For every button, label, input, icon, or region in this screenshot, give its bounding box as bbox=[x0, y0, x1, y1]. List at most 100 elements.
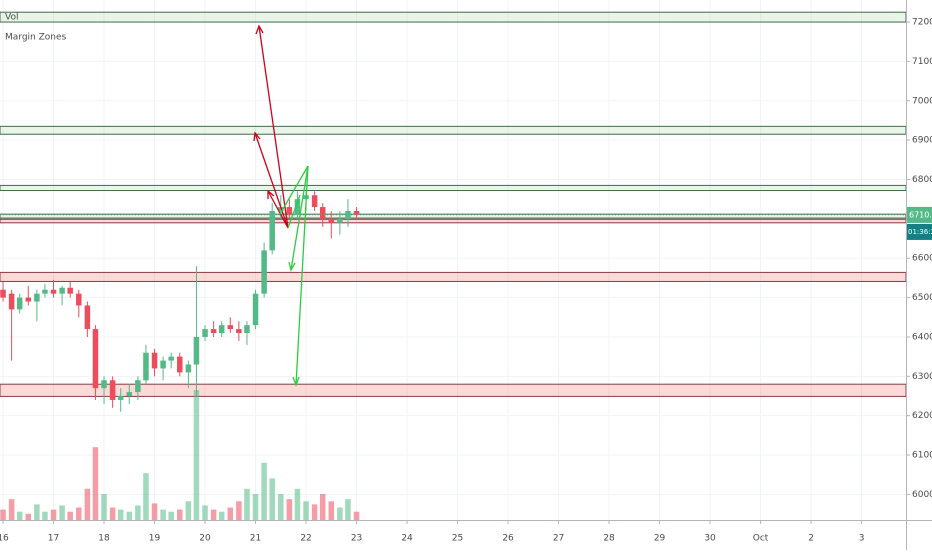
candle-body bbox=[311, 195, 318, 208]
y-tick-label: 7100.0 bbox=[912, 57, 932, 67]
x-tick-label: 18 bbox=[98, 534, 110, 544]
volume-bar bbox=[16, 511, 23, 520]
y-tick-label: 6400.0 bbox=[912, 332, 932, 342]
volume-bar bbox=[202, 505, 208, 520]
candle-body bbox=[218, 325, 225, 334]
volume-bar bbox=[193, 390, 200, 520]
arrow bbox=[287, 194, 301, 229]
margin-zone bbox=[0, 125, 907, 135]
volume-bar bbox=[218, 511, 225, 520]
margin-zone bbox=[0, 184, 907, 192]
countdown-label: 01:36:24 bbox=[908, 228, 932, 236]
x-tick-label: 16 bbox=[0, 534, 9, 544]
x-tick-label: 25 bbox=[452, 534, 463, 544]
x-tick-label: 22 bbox=[300, 534, 311, 544]
candle-body bbox=[76, 293, 82, 306]
candle-body bbox=[328, 218, 335, 223]
x-tick-label: 2 bbox=[808, 534, 814, 544]
x-tick-label: 20 bbox=[199, 534, 211, 544]
volume-bar bbox=[135, 505, 141, 520]
candle-body bbox=[160, 360, 166, 369]
volume-bar bbox=[8, 499, 15, 520]
candle-body bbox=[143, 352, 149, 381]
candle-body bbox=[345, 210, 351, 219]
x-tick-label: 23 bbox=[351, 534, 362, 544]
candle-body bbox=[42, 289, 48, 294]
candle-body bbox=[185, 364, 192, 373]
candle-body bbox=[261, 250, 267, 294]
arrow bbox=[295, 165, 309, 386]
margin-zone bbox=[0, 271, 907, 282]
candle-body bbox=[151, 352, 158, 369]
arrow bbox=[279, 165, 309, 215]
candle-body bbox=[135, 380, 141, 393]
candle-body bbox=[227, 325, 234, 330]
volume-bar bbox=[109, 507, 116, 520]
x-tick-label: 26 bbox=[502, 534, 514, 544]
volume-bar bbox=[185, 501, 192, 520]
candle-body bbox=[50, 289, 57, 294]
candle-body bbox=[59, 287, 65, 294]
y-tick-label: 6600.0 bbox=[912, 254, 932, 264]
x-tick-label: 21 bbox=[250, 534, 261, 544]
indicator-label: Vol bbox=[5, 13, 18, 23]
candle-body bbox=[67, 287, 73, 294]
candle-body bbox=[294, 199, 301, 215]
y-tick-label: 6900.0 bbox=[912, 136, 932, 146]
volume-bar bbox=[143, 473, 149, 520]
countdown-box bbox=[907, 223, 932, 240]
arrow bbox=[290, 165, 309, 271]
volume-bar bbox=[160, 509, 166, 520]
volume-bar bbox=[151, 503, 158, 520]
volume-bar bbox=[328, 501, 335, 520]
volume-bar bbox=[50, 509, 57, 520]
candle-body bbox=[25, 297, 32, 302]
x-tick-label: Oct bbox=[753, 534, 769, 544]
volume-bar bbox=[345, 499, 351, 520]
volume-bar bbox=[337, 507, 343, 520]
volume-bar bbox=[25, 513, 32, 520]
x-tick-label: 28 bbox=[603, 534, 615, 544]
candle-body bbox=[126, 392, 133, 397]
candle-body bbox=[193, 336, 200, 365]
y-tick-label: 6100.0 bbox=[912, 451, 932, 461]
candle-body bbox=[269, 210, 275, 251]
candle-body bbox=[16, 297, 23, 310]
volume-bar bbox=[261, 462, 267, 520]
arrow-head bbox=[267, 189, 275, 199]
candle-body bbox=[92, 329, 99, 389]
y-tick-label: 6300.0 bbox=[912, 372, 932, 382]
volume-bar bbox=[168, 511, 174, 520]
volume-bar bbox=[244, 488, 250, 520]
arrow-head bbox=[292, 376, 300, 387]
x-tick-label: 3 bbox=[859, 534, 865, 544]
x-tick-label: 17 bbox=[48, 534, 59, 544]
y-tick-label: 6800.0 bbox=[912, 175, 932, 185]
volume-bar bbox=[84, 488, 91, 520]
candle-body bbox=[210, 329, 217, 334]
volume-bar bbox=[126, 511, 133, 520]
volume-bar bbox=[278, 494, 284, 520]
volume-bar bbox=[0, 509, 6, 520]
candle-body bbox=[353, 210, 360, 215]
candle-body bbox=[244, 325, 250, 334]
volume-bar bbox=[252, 494, 259, 520]
volume-bar bbox=[117, 509, 124, 520]
candle-body bbox=[117, 396, 124, 400]
y-tick-label: 6500.0 bbox=[912, 293, 932, 303]
candle-body bbox=[168, 356, 174, 361]
arrow-head bbox=[288, 261, 296, 272]
candle-body bbox=[8, 293, 15, 310]
candle-body bbox=[319, 207, 326, 219]
x-tick-label: 24 bbox=[401, 534, 413, 544]
volume-bar bbox=[42, 511, 48, 520]
candle-body bbox=[286, 207, 293, 215]
volume-bar bbox=[319, 494, 326, 520]
candle-body bbox=[337, 218, 343, 223]
volume-bar bbox=[236, 501, 242, 520]
volume-bar bbox=[177, 509, 183, 520]
candle-body bbox=[177, 356, 183, 373]
y-tick-label: 6000.0 bbox=[912, 490, 932, 500]
volume-bar bbox=[59, 505, 65, 520]
